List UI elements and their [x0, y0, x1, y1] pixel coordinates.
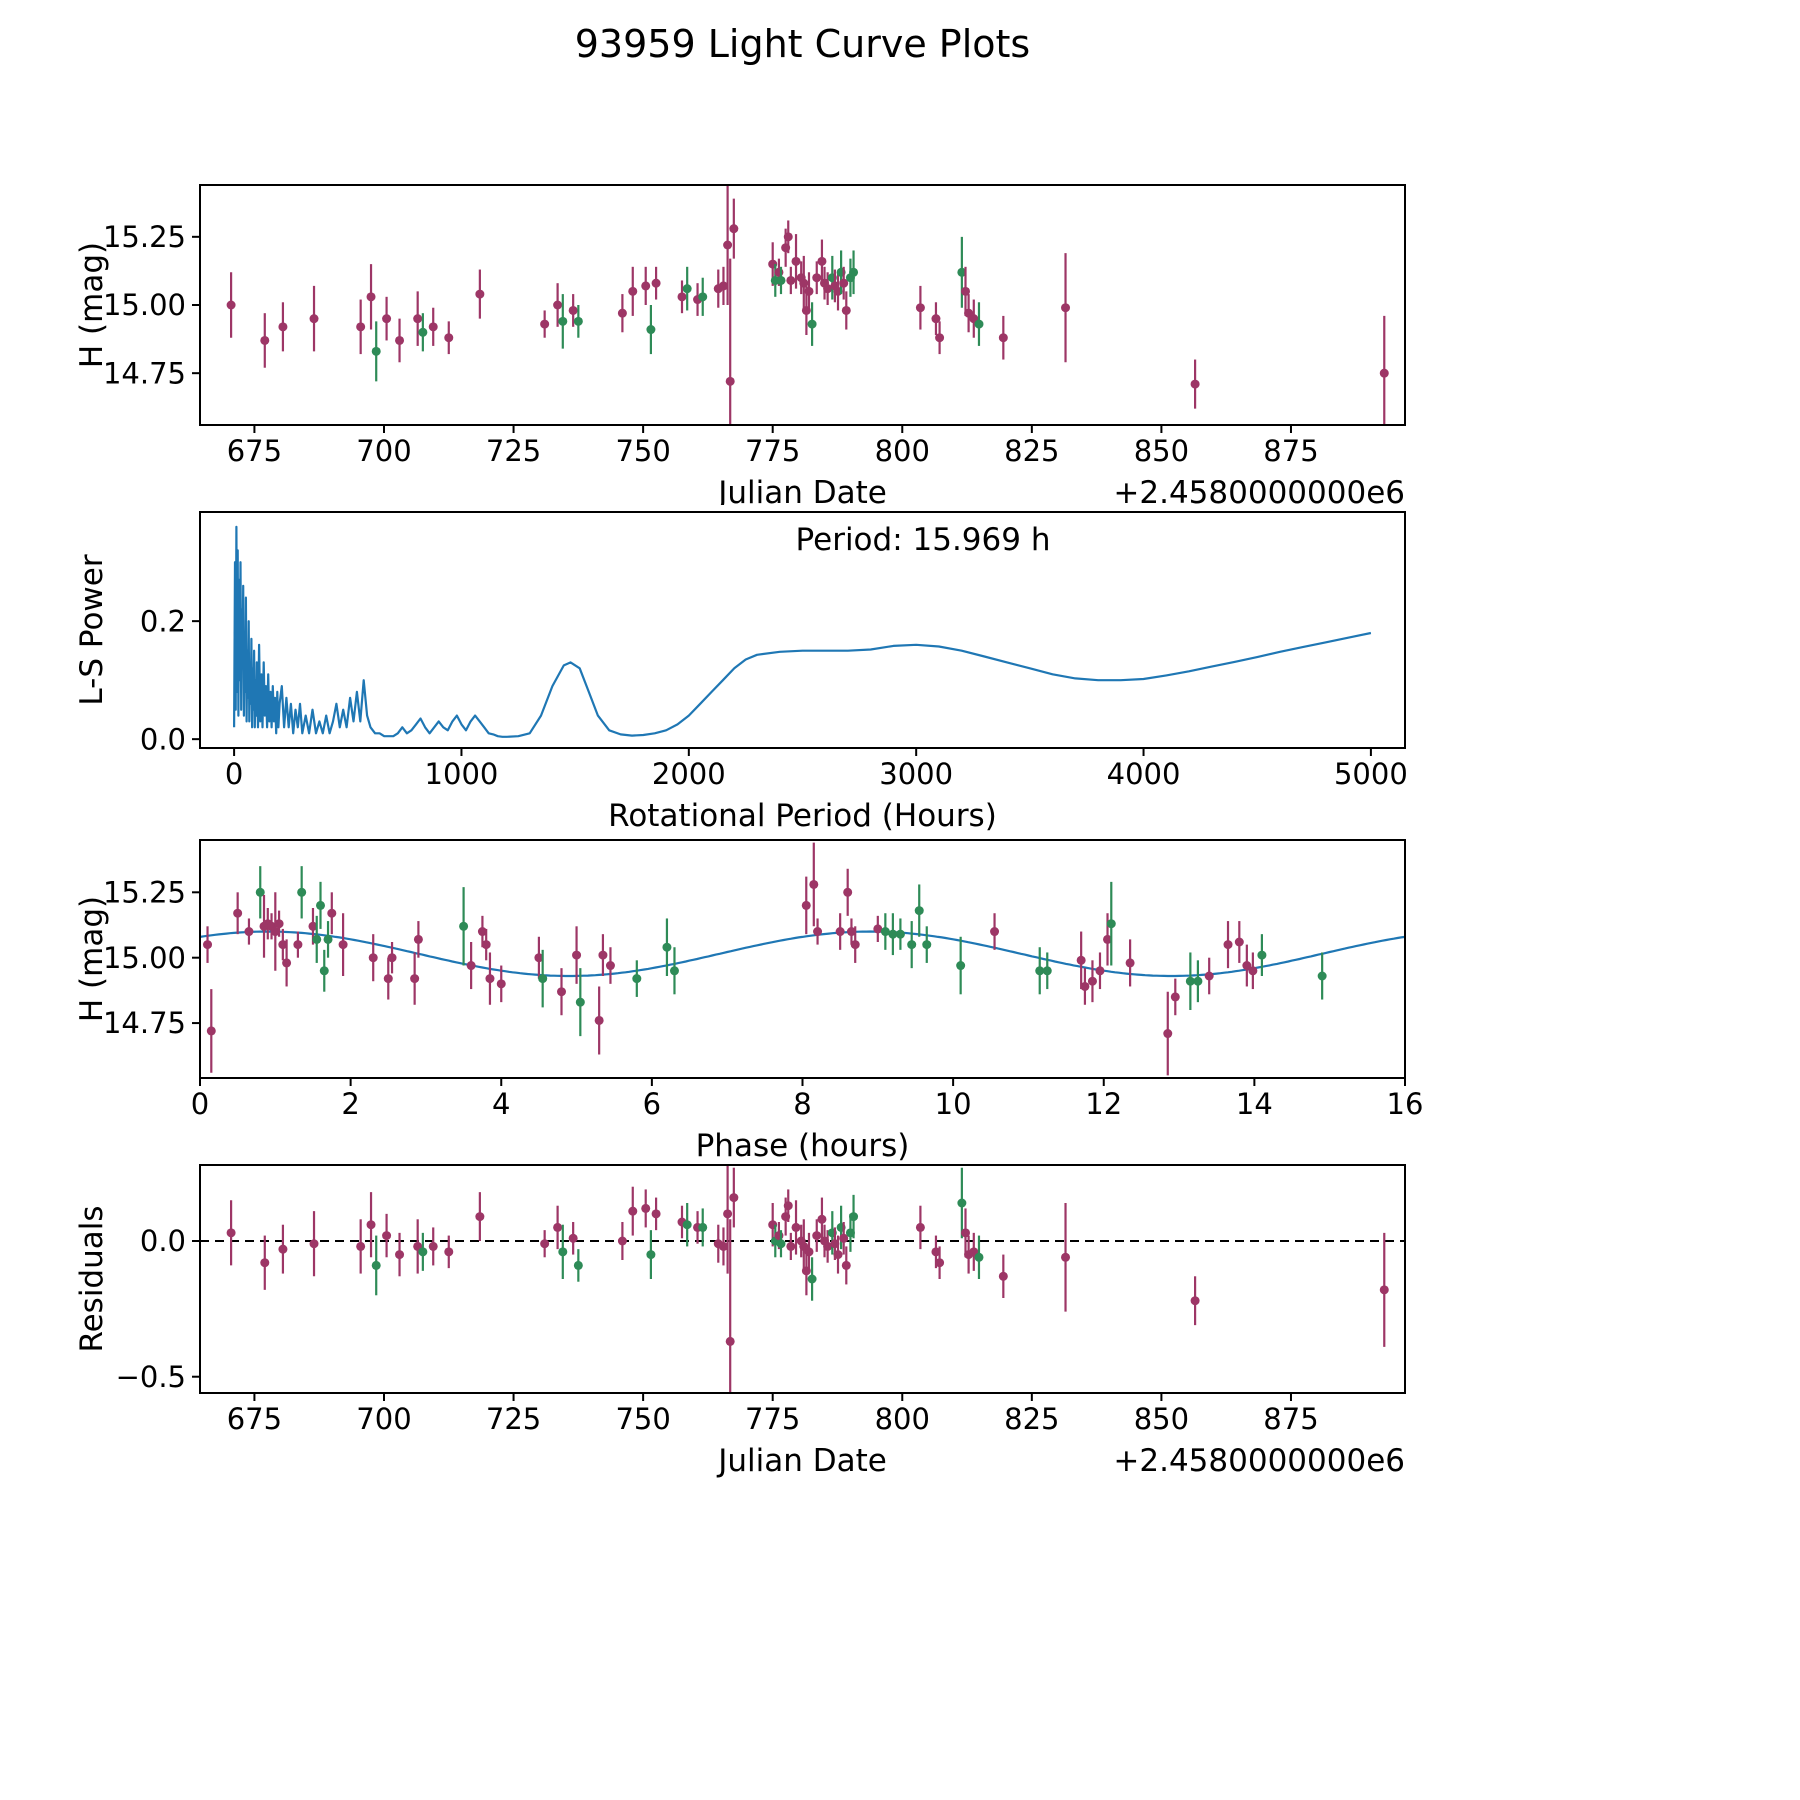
svg-text:10: 10: [935, 1087, 972, 1121]
svg-text:850: 850: [1134, 434, 1189, 468]
svg-text:Julian Date: Julian Date: [716, 475, 887, 505]
periodogram-chart: 0 1000 2000 3000 4000 5000 0.0 0.2 Rotational Pe…: [74, 511, 1408, 834]
svg-text:0: 0: [225, 757, 243, 791]
svg-text:2: 2: [341, 1087, 359, 1121]
svg-text:+2.4580000000e6: +2.4580000000e6: [1113, 1443, 1405, 1479]
figure-title: 93959 Light Curve Plots: [574, 22, 1031, 66]
svg-text:2000: 2000: [652, 757, 726, 791]
svg-text:14: 14: [1236, 1087, 1273, 1121]
svg-text:15.25: 15.25: [103, 220, 186, 254]
svg-text:875: 875: [1263, 1402, 1318, 1436]
svg-text:4: 4: [492, 1087, 510, 1121]
svg-text:12: 12: [1085, 1087, 1122, 1121]
svg-text:725: 725: [486, 434, 541, 468]
svg-text:0: 0: [191, 1087, 209, 1121]
svg-text:675: 675: [227, 434, 282, 468]
svg-text:Residuals: Residuals: [74, 1205, 110, 1352]
svg-text:775: 775: [745, 434, 800, 468]
svg-text:750: 750: [615, 434, 670, 468]
svg-text:4000: 4000: [1107, 757, 1181, 791]
svg-text:725: 725: [486, 1402, 541, 1436]
svg-text:0.0: 0.0: [140, 1224, 186, 1258]
svg-text:15.00: 15.00: [103, 941, 186, 975]
svg-text:700: 700: [356, 1402, 411, 1436]
svg-text:−0.5: −0.5: [116, 1360, 186, 1394]
svg-text:825: 825: [1004, 434, 1059, 468]
svg-text:Phase (hours): Phase (hours): [696, 1128, 910, 1164]
svg-text:3000: 3000: [879, 757, 953, 791]
svg-text:775: 775: [745, 1402, 800, 1436]
residuals-chart: 675 700 725 750 775 800 825 850 875 −0.5 0.0 Julian…: [74, 1164, 1406, 1479]
svg-text:750: 750: [615, 1402, 670, 1436]
svg-text:8: 8: [793, 1087, 811, 1121]
svg-text:800: 800: [875, 434, 930, 468]
svg-text:15.00: 15.00: [103, 288, 186, 322]
svg-text:675: 675: [227, 1402, 282, 1436]
svg-text:850: 850: [1134, 1402, 1189, 1436]
svg-text:1000: 1000: [425, 757, 499, 791]
svg-text:14.75: 14.75: [103, 356, 186, 390]
svg-text:H (mag): H (mag): [74, 242, 110, 368]
svg-text:5000: 5000: [1334, 757, 1408, 791]
svg-text:0.0: 0.0: [140, 722, 186, 756]
svg-text:Rotational Period (Hours): Rotational Period (Hours): [608, 798, 997, 834]
svg-text:+2.4580000000e6: +2.4580000000e6: [1113, 475, 1405, 505]
svg-text:16: 16: [1387, 1087, 1424, 1121]
svg-text:6: 6: [643, 1087, 661, 1121]
svg-text:825: 825: [1004, 1402, 1059, 1436]
svg-text:H (mag): H (mag): [74, 896, 110, 1022]
jd-lightcurve-chart: 675 700 725 750 775 800 825 850 875 14.75 15.00 15.…: [74, 184, 1406, 505]
svg-text:Julian Date: Julian Date: [716, 1443, 887, 1479]
phase-folded-chart: 0 2 4 6 8 10 12 14 16 14.75 15.00 15.25 Phase (hours…: [74, 839, 1424, 1164]
svg-text:Period: 15.969 h: Period: 15.969 h: [796, 522, 1051, 558]
svg-text:875: 875: [1263, 434, 1318, 468]
svg-text:700: 700: [356, 434, 411, 468]
svg-text:0.2: 0.2: [140, 604, 186, 638]
svg-text:800: 800: [875, 1402, 930, 1436]
svg-text:L-S Power: L-S Power: [74, 554, 110, 705]
svg-text:14.75: 14.75: [103, 1006, 186, 1040]
svg-text:15.25: 15.25: [103, 875, 186, 909]
